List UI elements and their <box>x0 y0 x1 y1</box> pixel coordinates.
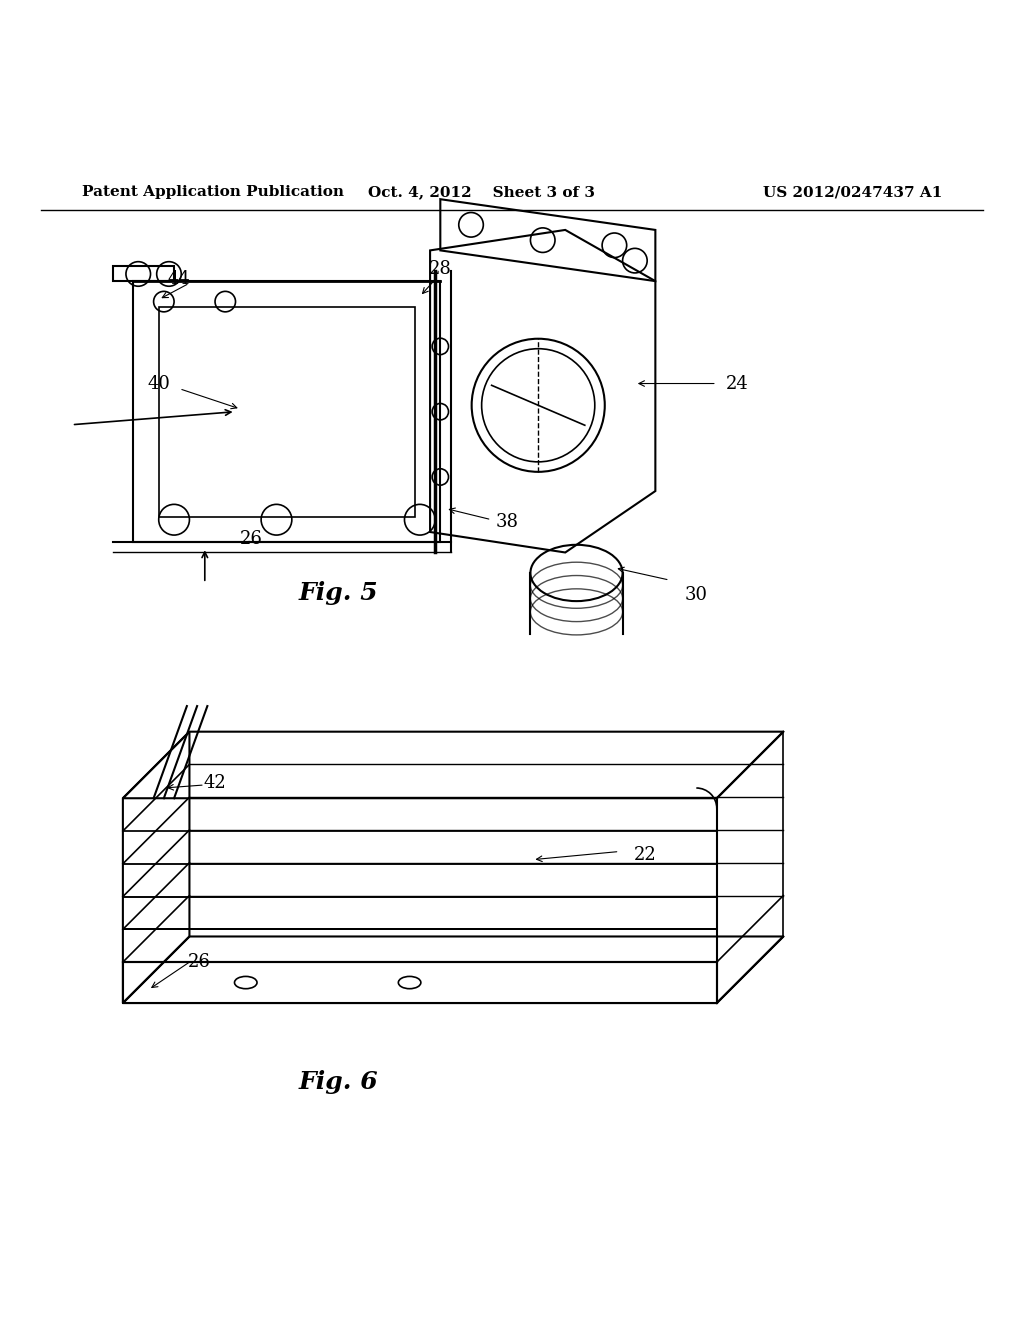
Text: Patent Application Publication: Patent Application Publication <box>82 185 344 199</box>
Text: 42: 42 <box>204 774 226 792</box>
Text: US 2012/0247437 A1: US 2012/0247437 A1 <box>763 185 942 199</box>
Text: Fig. 6: Fig. 6 <box>298 1071 378 1094</box>
Text: 24: 24 <box>726 375 749 392</box>
Text: 26: 26 <box>240 531 262 548</box>
Text: 38: 38 <box>496 512 518 531</box>
Text: 40: 40 <box>147 375 170 392</box>
Text: 30: 30 <box>685 586 708 605</box>
Text: Oct. 4, 2012    Sheet 3 of 3: Oct. 4, 2012 Sheet 3 of 3 <box>368 185 595 199</box>
Text: 44: 44 <box>168 271 190 288</box>
Text: 28: 28 <box>429 260 452 277</box>
Text: Fig. 5: Fig. 5 <box>298 581 378 606</box>
Text: 26: 26 <box>188 953 211 972</box>
Text: 22: 22 <box>634 846 656 863</box>
